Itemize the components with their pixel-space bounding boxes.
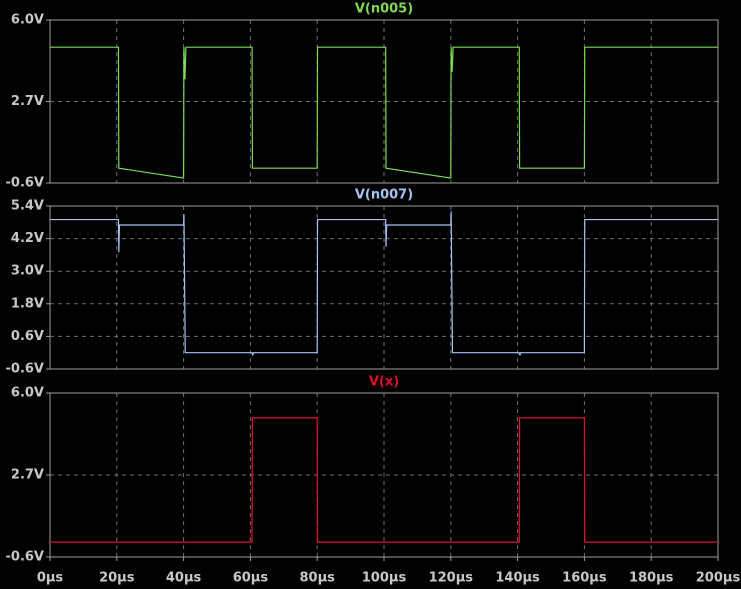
- y-tick-label: 6.0V: [11, 13, 44, 28]
- x-tick-label: 180µs: [629, 571, 674, 586]
- y-tick-label: -0.6V: [6, 550, 45, 565]
- y-tick-label: 5.4V: [11, 199, 44, 214]
- y-tick-label: 4.2V: [11, 231, 44, 246]
- trace-title: V(x): [369, 375, 399, 390]
- plot-frame: [49, 205, 719, 370]
- x-tick-label: 120µs: [429, 571, 474, 586]
- y-tick-label: 6.0V: [11, 386, 44, 401]
- trace: [50, 211, 718, 356]
- y-tick-label: 2.7V: [11, 468, 44, 483]
- x-tick-label: 40µs: [166, 571, 202, 586]
- x-tick-label: 100µs: [362, 571, 407, 586]
- x-tick-label: 160µs: [562, 571, 607, 586]
- x-tick-label: 20µs: [99, 571, 135, 586]
- y-tick-label: 2.7V: [11, 94, 44, 109]
- x-tick-label: 200µs: [696, 571, 741, 586]
- x-tick-label: 0µs: [37, 571, 64, 586]
- trace: [50, 46, 718, 179]
- y-tick-label: 1.8V: [11, 296, 44, 311]
- x-tick-label: 80µs: [299, 571, 335, 586]
- y-tick-label: 0.6V: [11, 329, 44, 344]
- plot-frame: [49, 19, 719, 184]
- y-tick-label: 3.0V: [11, 264, 44, 279]
- y-tick-label: -0.6V: [6, 362, 45, 377]
- y-tick-label: -0.6V: [6, 176, 45, 191]
- trace-title: V(n007): [355, 188, 413, 203]
- trace-title: V(n005): [355, 2, 413, 17]
- x-tick-label: 140µs: [495, 571, 540, 586]
- trace: [50, 417, 718, 543]
- x-tick-label: 60µs: [233, 571, 269, 586]
